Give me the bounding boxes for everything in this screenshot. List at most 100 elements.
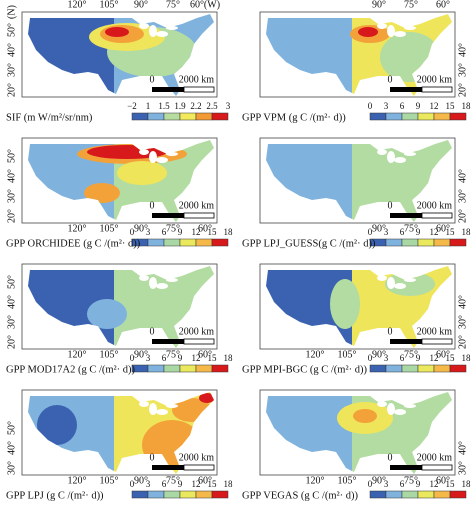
longitude-label: 120°	[68, 223, 87, 234]
colorbar-segment	[211, 490, 229, 499]
lake	[166, 26, 178, 30]
colorbar-title: GPP LPJ (g C /(m²· d))	[6, 490, 104, 501]
longitude-label: 75°	[166, 223, 180, 234]
colorbar-tick-label: 0	[130, 227, 135, 237]
panel: 120° 105° 90° 75° 60° 40° 30° 20° 0 2000 km 0 3 6 9 12…	[242, 263, 471, 375]
scale-zero: 0	[388, 200, 393, 211]
colorbar-tick-label: 15	[446, 227, 456, 237]
map	[259, 137, 456, 224]
colorbar-tick-label: 6	[400, 227, 405, 237]
latitude-label: 30°	[6, 189, 17, 203]
map	[21, 137, 218, 224]
colorbar-tick-label: 9	[416, 101, 421, 111]
longitude-label: 90°	[372, 475, 386, 486]
colorbar-tick-label: 9	[178, 227, 183, 237]
colorbar-tick-label: 1.9	[174, 101, 186, 111]
colorbar-title: GPP LPJ_GUESS(g C /(m²· d))	[242, 238, 376, 249]
panel: 120° 105° 90° 75° 60° 40° 30° 0 2000 km 0 3 6 9 12 15 1…	[242, 389, 471, 501]
scale-label: 2000 km	[179, 452, 215, 463]
lake	[139, 23, 149, 29]
scale-bar	[183, 212, 215, 219]
colorbar-segment	[417, 490, 435, 499]
colorbar-segment	[401, 490, 419, 499]
longitude-label: 60°	[436, 475, 450, 486]
colorbar-segment	[433, 112, 451, 121]
longitude-label: 120°	[68, 349, 87, 360]
longitude-label: 75°	[166, 0, 180, 10]
colorbar-segment	[179, 490, 197, 499]
lake	[149, 403, 157, 415]
scale-label: 2000 km	[179, 326, 215, 337]
colorbar-segment	[369, 364, 387, 373]
scale-label: 2000 km	[179, 74, 215, 85]
longitude-label: 105°	[338, 349, 357, 360]
longitude-label: 120°	[306, 475, 325, 486]
region	[117, 161, 167, 185]
longitude-label: 90°	[134, 475, 148, 486]
lake	[404, 26, 416, 30]
latitude-label: 30°	[457, 189, 468, 203]
latitude-label: 50°	[6, 275, 17, 289]
colorbar-tick-label: 6	[162, 353, 167, 363]
longitude-label: 75°	[404, 0, 418, 10]
longitude-label: 90°	[134, 223, 148, 234]
lake	[377, 23, 387, 29]
colorbar-tick-label: 1	[146, 101, 151, 111]
latitude-label: 50°	[6, 23, 17, 37]
region	[280, 153, 320, 183]
lake	[394, 409, 406, 415]
colorbar-title: GPP VEGAS (g C /(m²· d))	[242, 490, 359, 501]
colorbar-tick-label: 0	[368, 353, 373, 363]
panel: 90° 75° 60° 40° 30° 20° 0 2000 km 0 3 6 9 12 15 18 GPP …	[242, 0, 471, 123]
lake	[404, 278, 416, 282]
scale-bar	[390, 87, 422, 92]
scale-zero: 0	[388, 452, 393, 463]
latitude-label: 50°	[6, 421, 17, 435]
lake	[377, 149, 387, 155]
scale-zero: 0	[388, 326, 393, 337]
colorbar-title: GPP ORCHIDEE (g C /(m²· d))	[6, 238, 141, 249]
scale-zero: 0	[388, 74, 393, 85]
map	[21, 263, 218, 350]
colorbar-segment	[163, 364, 181, 373]
colorbar-segment	[401, 112, 419, 121]
colorbar-segment	[433, 490, 451, 499]
colorbar-tick-label: 0	[130, 479, 135, 489]
panel: 120° 105° 90° 75° 60° 50° 40° 30° 20° 0 2000 km 0 3 6…	[6, 137, 233, 249]
longitude-label: 120°	[68, 475, 87, 486]
lake	[377, 401, 387, 407]
colorbar-segment	[163, 112, 181, 121]
longitude-label: 90°	[372, 349, 386, 360]
scale-bar	[421, 212, 453, 219]
lake	[156, 283, 168, 289]
longitude-label: 75°	[404, 223, 418, 234]
lake	[166, 278, 178, 282]
colorbar-tick-label: −2	[127, 101, 137, 111]
lake	[139, 401, 149, 407]
scale-label: 2000 km	[179, 200, 215, 211]
panel: 120° 105° 90° 75° 60°(W) 50° 40° 30° 20° (N) 0 2000…	[6, 0, 231, 123]
colorbar-segment	[131, 112, 149, 121]
scale-bar	[152, 339, 184, 344]
lake	[156, 157, 168, 163]
region	[290, 17, 350, 67]
latitude-label: 20°	[6, 209, 17, 223]
latitude-label: 30°	[457, 315, 468, 329]
map	[259, 263, 456, 350]
colorbar-tick-label: 3	[146, 227, 151, 237]
lake	[387, 403, 395, 415]
colorbar-segment	[195, 490, 213, 499]
latitude-label: 40°	[457, 295, 468, 309]
longitude-label: 120°	[306, 349, 325, 360]
colorbar-segment	[195, 238, 213, 247]
colorbar-tick-label: 2.2	[190, 101, 201, 111]
lake	[394, 283, 406, 289]
colorbar-segment	[433, 238, 451, 247]
colorbar-segment	[449, 112, 467, 121]
latitude-label: 30°	[6, 461, 17, 475]
latitude-label: 30°	[457, 63, 468, 77]
colorbar-segment	[211, 238, 229, 247]
scale-bar	[152, 213, 184, 218]
scale-label: 2000 km	[417, 74, 453, 85]
scale-bar	[421, 464, 453, 471]
